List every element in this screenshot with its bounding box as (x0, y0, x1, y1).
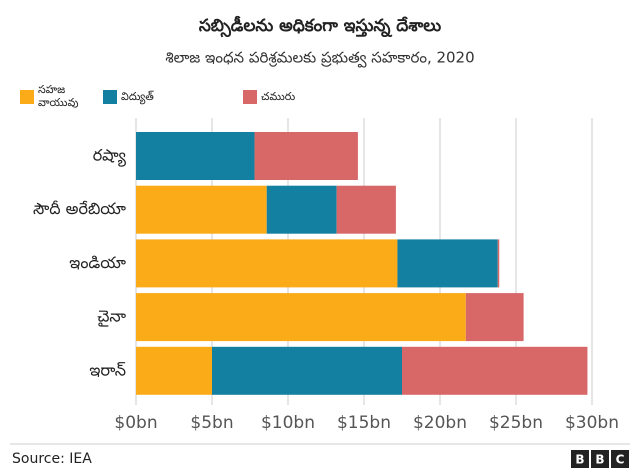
logo-letter: B (575, 453, 584, 467)
bar-segment (465, 293, 524, 342)
bar-segment (254, 132, 358, 180)
logo-letter: C (616, 453, 625, 467)
y-tick-label: ఇండియా (69, 253, 126, 272)
bar-segment (136, 132, 255, 180)
bar-segment (136, 346, 212, 395)
chart-title: సబ్సిడీలను అధికంగా ఇస్తున్న దేశాలు (199, 15, 441, 38)
chart-subtitle: శిలాజ ఇంధన పరిశ్రమలకు ప్రభుత్వ సహకారం, 2… (165, 49, 474, 69)
bar-segment (212, 346, 402, 395)
legend-swatch (243, 90, 257, 104)
legend-swatch (103, 90, 117, 104)
x-tick-label: $15bn (337, 413, 391, 433)
bar-segment (497, 239, 500, 288)
x-tick-label: $20bn (413, 413, 467, 433)
legend-swatch (20, 90, 34, 104)
bar-segment (136, 293, 466, 342)
y-tick-label: ఇరాన్ (89, 360, 126, 379)
logo-box (591, 450, 609, 468)
logo-box (611, 450, 629, 468)
bar-segment (336, 185, 396, 234)
x-tick-label: $5bn (190, 413, 233, 433)
bar-segment (136, 239, 398, 288)
legend-label-box: సహజ వాయువు (38, 83, 79, 109)
x-tick-label: $25bn (489, 413, 543, 433)
bar-segment (402, 346, 588, 395)
bar-segment (136, 185, 267, 234)
logo-letter: B (595, 453, 604, 467)
legend-label-box: విద్యుత్ (121, 90, 154, 103)
y-tick-label: రష్యా (93, 146, 127, 168)
legend-label: విద్యుత్ (121, 90, 154, 103)
x-tick-label: $10bn (261, 413, 315, 433)
source: Source: IEA (12, 451, 92, 467)
legend-label-box: చమురు (261, 90, 296, 103)
bar-segment (397, 239, 498, 288)
x-tick-label: $0bn (114, 413, 157, 433)
logo-box (571, 450, 589, 468)
x-tick-label: $30bn (565, 413, 619, 433)
legend-label: చమురు (261, 90, 296, 103)
y-tick-label: సౌదీ అరేబియా (33, 199, 126, 218)
bar-segment (266, 185, 337, 234)
y-tick-label: చైనా (97, 307, 126, 328)
legend-label: సహజ వాయువు (38, 83, 79, 109)
